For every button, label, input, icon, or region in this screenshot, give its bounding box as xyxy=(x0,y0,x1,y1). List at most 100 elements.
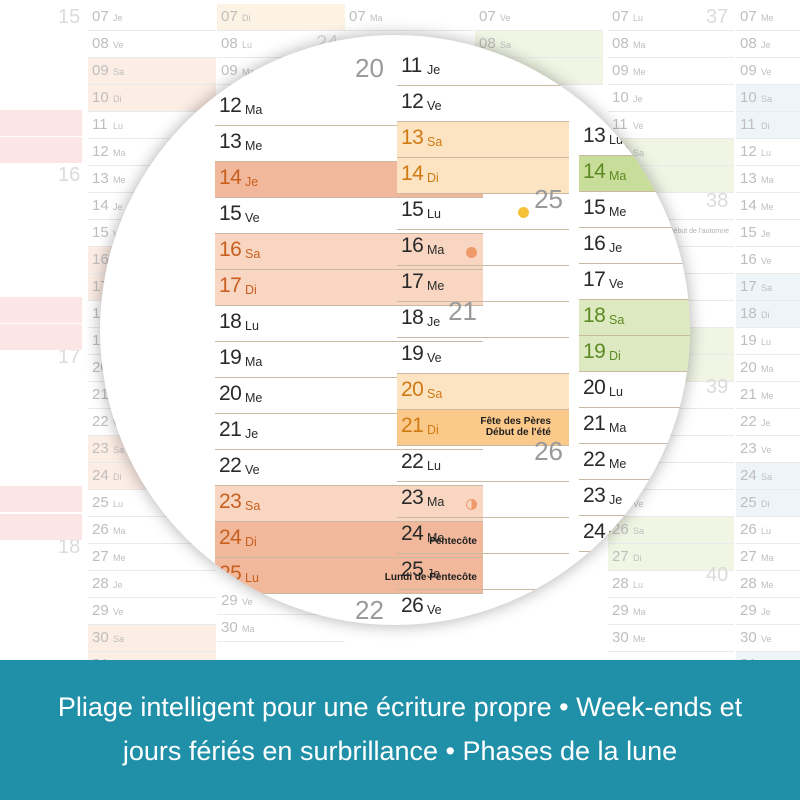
bg-day-row: 31Di xyxy=(88,652,216,660)
bg-weekend-strip xyxy=(0,297,82,323)
bg-day-weekday: Di xyxy=(113,472,122,482)
bg-day-number: 24 xyxy=(92,467,109,484)
bg-day-weekday: Lu xyxy=(633,13,644,23)
lens-day-row: 22 Me xyxy=(579,444,690,480)
bg-day-row: 11 Lu xyxy=(88,112,216,139)
bg-day-weekday: Ma xyxy=(761,364,774,374)
bg-day-weekday: Sa xyxy=(761,94,773,104)
bg-day-number: 12 xyxy=(92,143,109,160)
lens-day-row: 11 Je xyxy=(397,50,569,86)
lens-day-weekday: Ve xyxy=(609,529,624,543)
bg-day-row: 10 Di xyxy=(88,85,216,112)
lens-day-number: 18 xyxy=(401,306,424,329)
bg-day-row: 27 Me xyxy=(88,544,216,571)
lens-day-row: 20 Lu xyxy=(579,372,690,408)
bg-day-number: 27 xyxy=(92,548,109,565)
bg-day-number: 31 xyxy=(92,656,109,660)
bg-day-number: 15 xyxy=(740,224,757,241)
lens-day-weekday: Je xyxy=(245,175,259,189)
bg-day-number: 14 xyxy=(740,197,757,214)
lens-day-row: 14 Ma xyxy=(579,156,690,192)
bg-day-weekday: Lu xyxy=(761,337,772,347)
lens-day-number: 17 xyxy=(401,270,424,293)
bg-day-row: 09 Ve xyxy=(736,58,800,85)
bg-day-number: 29 xyxy=(92,602,109,619)
lens-day-row: 15 Me xyxy=(579,192,690,228)
bg-day-number: 19 xyxy=(740,332,757,349)
week-number: 20 xyxy=(355,53,384,83)
lens-day-row: 12 Ve xyxy=(397,86,569,122)
lens-day-row: 18 Je xyxy=(397,302,569,338)
bg-day-number: 08 xyxy=(612,35,629,52)
bg-day-row: 09 Me xyxy=(608,58,734,85)
bg-week-number: 38 xyxy=(706,190,729,212)
lens-day-row: 22 Lu 26 xyxy=(397,436,569,482)
bg-day-number: 15 xyxy=(92,224,109,241)
bg-day-row: 07 Me xyxy=(736,4,800,31)
bg-day-number: 25 xyxy=(740,494,757,511)
lens-day-row: 19 Ve xyxy=(397,338,569,374)
lens-day-number: 22 xyxy=(401,450,424,473)
bg-day-row: 30 Me xyxy=(608,625,734,652)
lens-day-number: 16 xyxy=(219,238,242,261)
lens-day-weekday: Lu xyxy=(609,133,623,147)
lens-day-row: 21 Je xyxy=(215,414,483,450)
bg-day-weekday: Ma xyxy=(370,13,383,23)
bg-day-number: 21 xyxy=(740,386,757,403)
bg-day-row: 30 Sa xyxy=(88,625,216,652)
lens-day-row: 13 Lu xyxy=(579,120,690,156)
bg-day-weekday: Ve xyxy=(113,40,124,50)
bg-day-weekday: Me xyxy=(761,580,774,590)
bg-weekend-strip xyxy=(0,110,82,136)
bg-day-weekday: Ve xyxy=(633,121,644,131)
bg-day-number: 27 xyxy=(612,548,629,565)
lens-day-weekday: Sa xyxy=(245,247,261,261)
lens-day-weekday: Je xyxy=(427,315,441,329)
bg-day-row: 20 Ma xyxy=(736,355,800,382)
bg-day-weekday: Di xyxy=(242,13,251,23)
lens-day-number: 17 xyxy=(219,274,242,297)
lens-day-row: 13 Sa xyxy=(397,122,569,158)
bg-day-row: 23 Ve xyxy=(736,436,800,463)
lens-day-weekday: Ma xyxy=(427,243,445,257)
lens-day-number: 15 xyxy=(583,196,606,219)
lens-day-weekday: Sa xyxy=(427,135,443,149)
bg-day-weekday: Lu xyxy=(761,148,772,158)
bg-day-number: 29 xyxy=(221,592,238,609)
holiday-label: Pentecôte xyxy=(429,536,477,547)
bg-day-weekday: Ma xyxy=(761,553,774,563)
lens-day-weekday: Me xyxy=(245,139,263,153)
lens-day-number: 13 xyxy=(583,124,606,147)
lens-day-number: 16 xyxy=(401,234,424,257)
lens-day-row: 15 Lu 25 xyxy=(397,184,569,230)
lens-day-number: 20 xyxy=(583,376,606,399)
bg-day-weekday: Lu xyxy=(113,121,124,131)
lens-day-weekday: Je xyxy=(609,241,623,255)
holiday-label: Fête des Pères Début de l'été xyxy=(480,416,551,438)
bg-day-weekday: Me xyxy=(761,391,774,401)
bg-day-number: 30 xyxy=(221,619,238,636)
bg-day-number: 07 xyxy=(221,8,238,25)
bg-day-number: 18 xyxy=(740,305,757,322)
bg-day-number: 29 xyxy=(740,602,757,619)
lens-day-number: 12 xyxy=(219,94,242,117)
lens-day-weekday: Ma xyxy=(245,355,263,369)
bg-day-row: 27 Ma xyxy=(736,544,800,571)
bg-day-weekday: Lu xyxy=(761,526,772,536)
lens-day-row: 25 Lu Lundi de Pentecôte xyxy=(215,558,483,594)
bg-week-number: 16 xyxy=(58,164,81,186)
bg-day-row: 26 Ma xyxy=(88,517,216,544)
bg-day-weekday: Ve xyxy=(633,499,644,509)
bg-day-row: 30 Ve xyxy=(736,625,800,652)
bg-day-number: 22 xyxy=(740,413,757,430)
lens-day-row: 16 Sa xyxy=(215,234,483,270)
bg-day-number: 11 xyxy=(92,116,108,133)
lens-day-weekday: Je xyxy=(427,63,441,77)
bg-day-weekday: Je xyxy=(113,580,123,590)
bg-day-row: 08 Je xyxy=(736,31,800,58)
bg-day-weekday: Je xyxy=(633,94,643,104)
lens-day-number: 18 xyxy=(583,304,606,327)
lens-day-weekday: Di xyxy=(609,349,621,363)
bg-day-row: 29 Ve xyxy=(88,598,216,625)
lens-day-row: 23 Je xyxy=(579,480,690,516)
